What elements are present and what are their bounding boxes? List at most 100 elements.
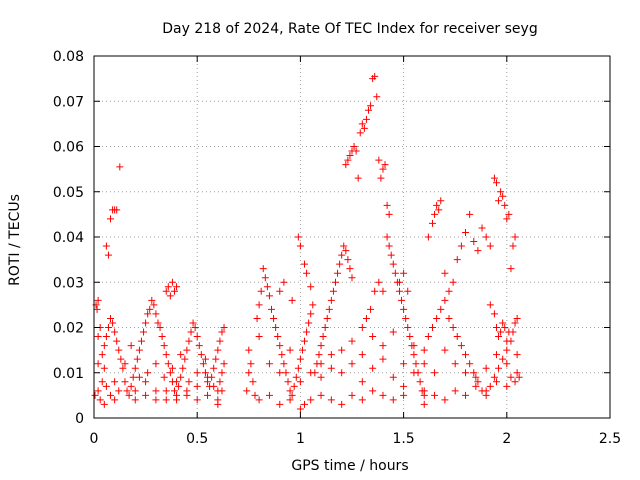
roti-point (263, 283, 271, 291)
roti-point (389, 260, 397, 268)
roti-point (177, 351, 185, 359)
roti-point (431, 369, 439, 377)
roti-point (166, 369, 174, 377)
roti-point (482, 364, 490, 372)
roti-point (367, 102, 375, 110)
roti-point (170, 387, 178, 395)
roti-point (398, 296, 406, 304)
roti-point (94, 360, 102, 368)
roti-point (162, 396, 170, 404)
roti-point (152, 310, 160, 318)
roti-point (486, 301, 494, 309)
roti-point (181, 355, 189, 363)
roti-point (303, 328, 311, 336)
roti-point (365, 106, 373, 114)
roti-point (410, 351, 418, 359)
roti-point (321, 324, 329, 331)
x-tick-label: 2 (502, 431, 511, 447)
roti-point (340, 242, 348, 250)
roti-point (418, 387, 426, 395)
roti-point (276, 287, 284, 295)
roti-point (428, 219, 436, 227)
roti-point (492, 179, 500, 187)
roti-point (127, 382, 135, 390)
roti-point (433, 314, 441, 322)
roti-point (164, 283, 172, 291)
roti-point (278, 351, 286, 359)
roti-point (379, 355, 387, 363)
roti-point (255, 333, 263, 341)
roti-point (152, 360, 160, 368)
roti-point (102, 242, 110, 250)
roti-point (400, 382, 408, 390)
roti-point (424, 333, 432, 341)
roti-point (466, 360, 474, 368)
roti-point (369, 333, 377, 341)
roti-point (307, 396, 315, 404)
roti-point (509, 242, 517, 250)
x-tick-label: 2.5 (599, 431, 621, 447)
roti-point (474, 378, 482, 386)
roti-point (255, 301, 263, 309)
roti-point (437, 305, 445, 313)
roti-point (431, 391, 439, 399)
roti-point (154, 319, 162, 327)
roti-point (195, 342, 203, 350)
roti-point (162, 387, 170, 395)
roti-point (142, 319, 150, 327)
roti-point (197, 351, 205, 359)
roti-point (166, 292, 174, 300)
roti-point (218, 369, 226, 377)
roti-point (301, 337, 309, 345)
roti-point (96, 396, 104, 404)
roti-point (140, 328, 148, 336)
roti-point (375, 278, 383, 286)
roti-point (247, 360, 255, 368)
roti-point (168, 278, 176, 286)
roti-point (503, 382, 511, 390)
roti-point (212, 355, 220, 363)
roti-point (317, 391, 325, 399)
roti-point (462, 228, 470, 236)
roti-point (290, 382, 298, 390)
roti-point (170, 287, 178, 295)
roti-point (131, 364, 139, 372)
roti-point (276, 369, 284, 377)
roti-point (220, 360, 228, 368)
roti-point (451, 360, 459, 368)
x-axis-label: GPS time / hours (291, 458, 408, 474)
roti-point (319, 333, 327, 341)
roti-point (470, 238, 478, 246)
roti-point (296, 405, 304, 413)
roti-point (457, 242, 465, 250)
roti-point (259, 265, 267, 273)
roti-point (497, 328, 505, 336)
roti-point (472, 373, 480, 381)
roti-point (420, 346, 428, 354)
roti-point (214, 346, 222, 354)
roti-point (507, 265, 515, 273)
roti-point (367, 305, 375, 313)
roti-point (486, 382, 494, 390)
roti-point (168, 364, 176, 372)
roti-point (288, 296, 296, 304)
roti-point (356, 129, 364, 137)
roti-point (371, 72, 379, 80)
roti-point (499, 319, 507, 327)
roti-point (501, 324, 509, 331)
roti-point (131, 396, 139, 404)
roti-point (379, 391, 387, 399)
roti-point (449, 324, 457, 331)
roti-point (317, 360, 325, 368)
roti-point (284, 378, 292, 386)
roti-point (193, 333, 201, 341)
roti-point (515, 373, 523, 381)
roti-point (375, 156, 383, 164)
roti-point (218, 328, 226, 336)
y-tick-label: 0.04 (53, 230, 84, 246)
roti-point (173, 283, 181, 291)
roti-point (441, 346, 449, 354)
y-tick-label: 0.02 (53, 321, 84, 337)
x-tick-label: 0.5 (186, 431, 208, 447)
roti-point (276, 342, 284, 350)
